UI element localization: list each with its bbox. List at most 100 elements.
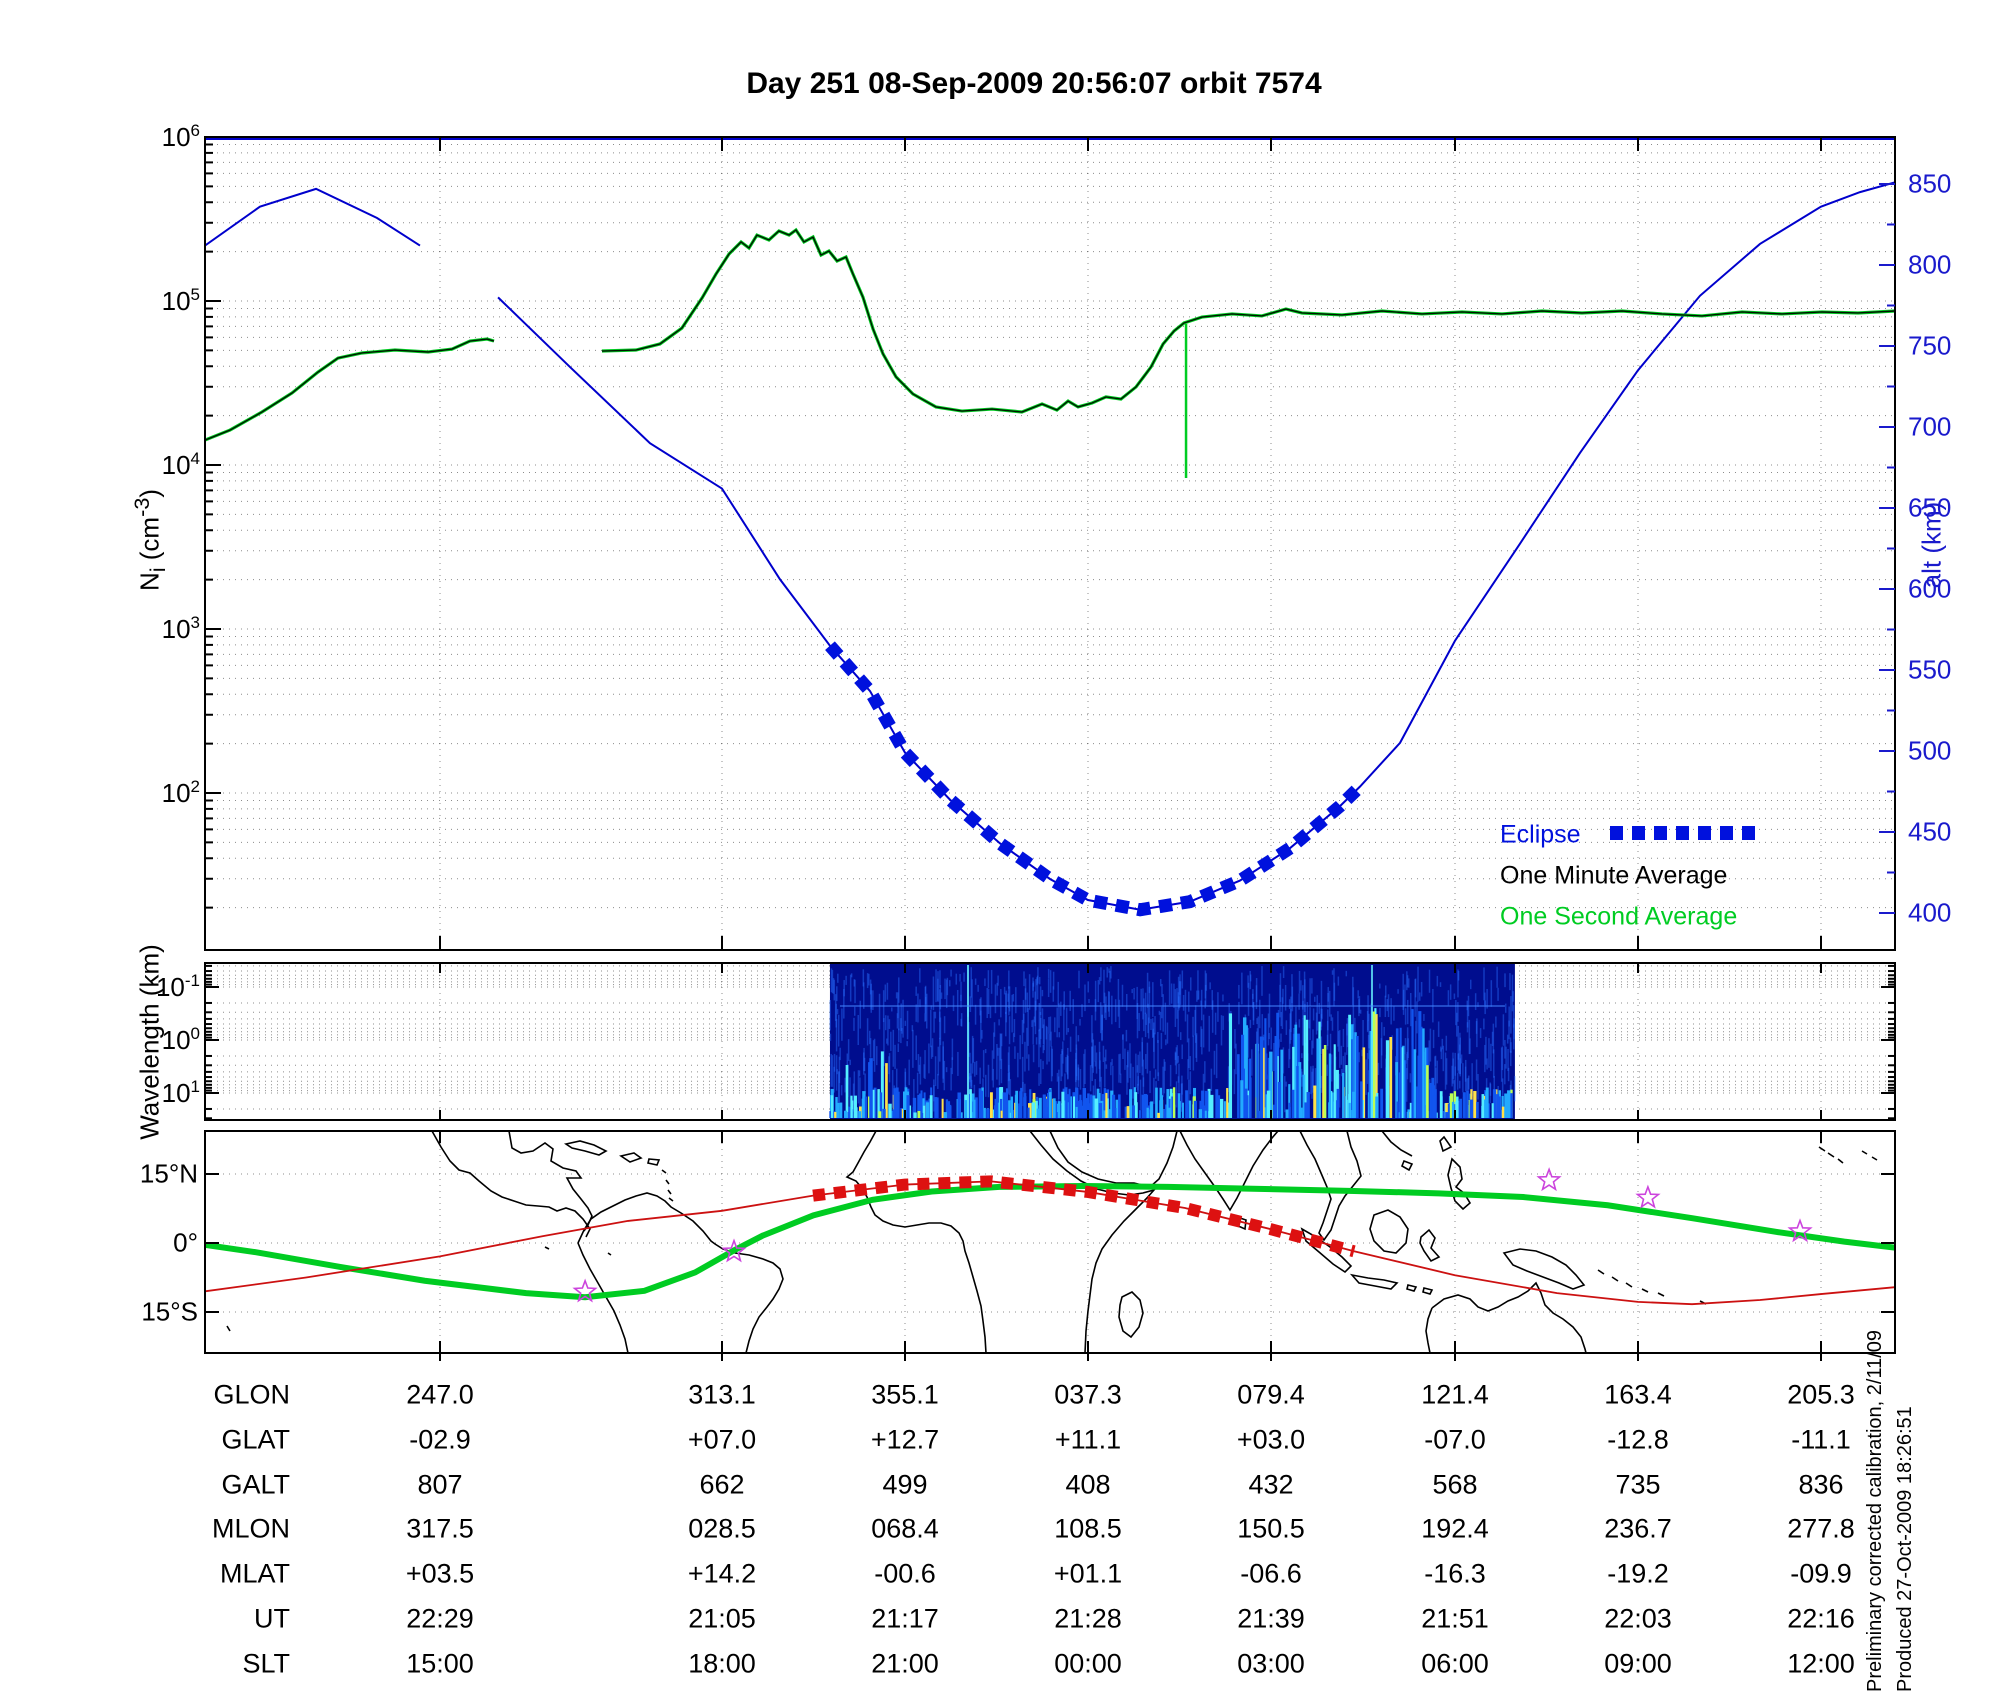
table-cell-mlat-1: +14.2 [687, 1558, 757, 1589]
ni-tick-label-2: 102 [161, 777, 200, 808]
coastline-5 [619, 1152, 661, 1166]
coastline-10 [1118, 1291, 1144, 1339]
panel-frame-0 [204, 136, 1896, 951]
coastline-18 [1419, 1228, 1441, 1263]
wavelength-tick-label-1: 101 [161, 1077, 200, 1108]
table-cell-ut-6: 22:03 [1604, 1603, 1672, 1634]
ni-tick-label-5: 105 [161, 285, 200, 316]
alt-tick-label-600: 600 [1908, 573, 1952, 604]
table-cell-glon-4: 079.4 [1237, 1379, 1305, 1410]
table-cell-glat-2: +12.7 [870, 1424, 940, 1455]
table-cell-galt-4: 432 [1248, 1469, 1294, 1500]
table-cell-slt-2: 21:00 [871, 1648, 939, 1679]
alt-tick-label-550: 550 [1908, 654, 1952, 685]
table-cell-galt-0: 807 [417, 1469, 463, 1500]
table-row-label-slt: SLT [242, 1648, 290, 1679]
table-cell-slt-0: 15:00 [406, 1648, 474, 1679]
spectrogram-panel [205, 963, 1895, 1120]
ni-tick-label-4: 104 [161, 449, 200, 480]
page-title: Day 251 08-Sep-2009 20:56:07 orbit 7574 [746, 67, 1322, 100]
map-panel [205, 1131, 1895, 1353]
table-cell-galt-3: 408 [1065, 1469, 1111, 1500]
table-row-label-mlon: MLON [211, 1513, 290, 1544]
star-marker-1 [721, 1238, 747, 1263]
ni-one-minute-curve-0 [205, 338, 495, 441]
panel-frame-2 [204, 1130, 1896, 1354]
footer-produced-note: Produced 27-Oct-2009 18:26:51 [1894, 1406, 1916, 1692]
legend-item-one-second-average: One Second Average [1500, 902, 1738, 931]
table-cell-mlon-5: 192.4 [1421, 1513, 1489, 1544]
coastline-13 [1299, 1131, 1362, 1242]
ni-one-second-curve-0 [205, 337, 495, 442]
table-row-label-galt: GALT [221, 1469, 290, 1500]
map-lat-tick-label-1: 0° [173, 1227, 198, 1258]
coastline-15 [1300, 1227, 1353, 1274]
coastline-6 [661, 1169, 674, 1202]
alt-tick-label-650: 650 [1908, 492, 1952, 523]
table-cell-mlon-1: 028.5 [688, 1513, 756, 1544]
table-row-label-ut: UT [254, 1603, 290, 1634]
table-cell-glon-2: 355.1 [871, 1379, 939, 1410]
table-cell-galt-7: 836 [1798, 1469, 1844, 1500]
ni-one-second-curve-1 [601, 227, 1895, 414]
coastline-4 [563, 1140, 608, 1156]
wavelength-tick-label-0: 100 [161, 1024, 200, 1055]
coastline-20 [1502, 1248, 1586, 1290]
table-cell-mlat-0: +03.5 [405, 1558, 475, 1589]
altitude-curve-segment-0 [205, 187, 421, 247]
table-cell-glat-4: +03.0 [1236, 1424, 1306, 1455]
altitude-eclipse-dashed-segment [825, 641, 1365, 917]
coastline-1 [508, 1131, 593, 1232]
table-cell-glon-3: 037.3 [1054, 1379, 1122, 1410]
table-cell-mlat-5: -16.3 [1424, 1558, 1486, 1589]
table-cell-glon-0: 247.0 [406, 1379, 474, 1410]
coastline-17 [1369, 1209, 1409, 1254]
table-cell-ut-2: 21:17 [871, 1603, 939, 1634]
coastline-0 [431, 1131, 591, 1238]
table-cell-galt-5: 568 [1432, 1469, 1478, 1500]
legend-item-one-minute-average: One Minute Average [1500, 861, 1728, 890]
coastline-7 [845, 1131, 987, 1353]
table-cell-mlon-4: 150.5 [1237, 1513, 1305, 1544]
star-marker-0 [572, 1278, 598, 1303]
table-cell-mlon-6: 236.7 [1604, 1513, 1672, 1544]
table-cell-glat-0: -02.9 [409, 1424, 471, 1455]
coastline-14 [1381, 1131, 1453, 1172]
table-cell-slt-4: 03:00 [1237, 1648, 1305, 1679]
alt-tick-label-500: 500 [1908, 735, 1952, 766]
table-cell-ut-7: 22:16 [1787, 1603, 1855, 1634]
table-cell-slt-6: 09:00 [1604, 1648, 1672, 1679]
coastline-2 [577, 1192, 784, 1353]
table-row-label-glat: GLAT [221, 1424, 290, 1455]
table-cell-glon-7: 205.3 [1787, 1379, 1855, 1410]
table-cell-ut-3: 21:28 [1054, 1603, 1122, 1634]
wavelength-tick-label--1: 10-1 [155, 971, 200, 1002]
coastline-19 [1447, 1157, 1472, 1211]
table-cell-ut-5: 21:51 [1421, 1603, 1489, 1634]
table-cell-mlat-2: -00.6 [874, 1558, 936, 1589]
table-cell-mlon-7: 277.8 [1787, 1513, 1855, 1544]
table-cell-glat-6: -12.8 [1607, 1424, 1669, 1455]
star-marker-3 [1635, 1184, 1661, 1209]
table-cell-mlon-2: 068.4 [871, 1513, 939, 1544]
coastline-23 [1597, 1269, 1707, 1305]
table-cell-ut-1: 21:05 [688, 1603, 756, 1634]
table-cell-glat-7: -11.1 [1791, 1424, 1851, 1455]
star-marker-2 [1536, 1167, 1562, 1192]
ni-axis-label-base: N [134, 572, 165, 592]
table-cell-mlat-6: -19.2 [1607, 1558, 1669, 1589]
footer-calibration-note: Preliminary corrected calibration, 2/11/… [1864, 1329, 1886, 1692]
table-cell-galt-2: 499 [882, 1469, 928, 1500]
table-cell-glat-1: +07.0 [687, 1424, 757, 1455]
table-cell-glat-3: +11.1 [1054, 1424, 1122, 1455]
ni-axis-label-exp: -3 [129, 497, 155, 517]
altitude-curve-segment-1 [497, 181, 1895, 911]
table-row-label-mlat: MLAT [219, 1558, 290, 1589]
ni-axis-label-unit: (cm [134, 516, 165, 568]
table-cell-mlat-7: -09.9 [1790, 1558, 1852, 1589]
table-cell-galt-6: 735 [1615, 1469, 1661, 1500]
coastline-24 [226, 1246, 612, 1332]
coastline-11 [1179, 1131, 1279, 1212]
